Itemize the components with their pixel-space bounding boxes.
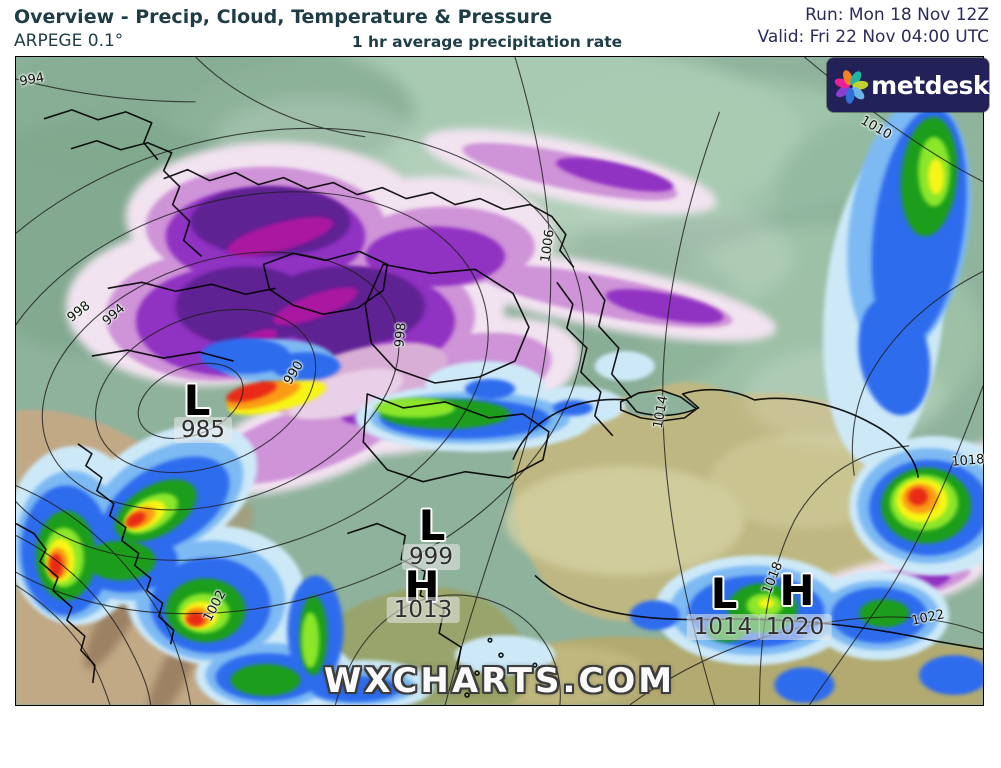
- metdesk-logo: metdesk: [827, 58, 989, 112]
- watermark: WXCHARTS.COM: [323, 661, 676, 701]
- legend-strip: Rain (mm/hr) 0.20.6123510204080120 Snow …: [0, 706, 1001, 768]
- run-time-label: Run: Mon 18 Nov 12Z: [805, 5, 989, 25]
- map-area: L 985 L 999 H 1013 L 1014 H 1020 994 998 994 990 998 10…: [15, 56, 985, 706]
- page-title: Overview - Precip, Cloud, Temperature & …: [14, 6, 553, 28]
- isobar-lines: [16, 57, 983, 705]
- chart-subtitle: 1 hr average precipitation rate: [351, 33, 623, 51]
- metdesk-flower-icon: [834, 70, 869, 104]
- valid-time-label: Valid: Fri 22 Nov 04:00 UTC: [757, 27, 989, 47]
- metdesk-logo-text: metdesk: [871, 70, 989, 100]
- model-label: ARPEGE 0.1°: [14, 31, 124, 51]
- map-graphic: [16, 57, 983, 705]
- country-borders: [16, 109, 983, 698]
